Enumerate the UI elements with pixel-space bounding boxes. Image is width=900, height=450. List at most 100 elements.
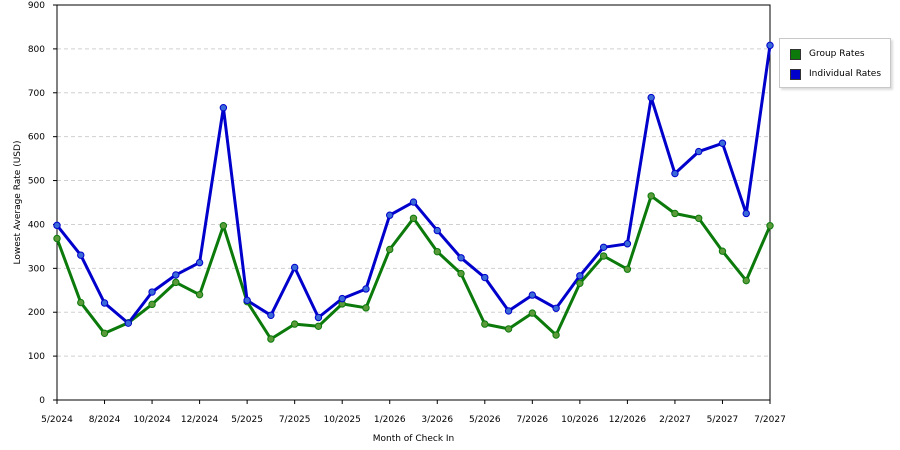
y-tick-label: 0 [39, 396, 45, 406]
y-axis-title: Lowest Average Rate (USD) [13, 141, 23, 265]
data-point-individual-rates [77, 251, 85, 259]
data-point-group-rates [267, 335, 275, 343]
data-point-group-rates [552, 331, 560, 339]
data-point-individual-rates [338, 294, 346, 303]
y-tick-label: 400 [28, 220, 45, 230]
data-point-group-rates [100, 329, 109, 337]
data-point-individual-rates [481, 273, 489, 282]
data-point-group-rates [623, 265, 632, 273]
data-point-group-rates [647, 192, 655, 200]
data-point-group-rates [695, 214, 703, 223]
x-tick-label: 2/2027 [659, 415, 691, 425]
data-point-individual-rates [362, 285, 370, 293]
data-point-individual-rates [742, 209, 750, 218]
x-tick-label: 1/2026 [374, 415, 406, 425]
data-point-group-rates [576, 279, 584, 287]
data-point-individual-rates [695, 147, 703, 156]
data-point-individual-rates [576, 272, 584, 280]
data-point-individual-rates [623, 240, 632, 248]
legend-swatch-individual-rates [790, 68, 801, 80]
series-lines [53, 41, 774, 343]
data-point-individual-rates [195, 258, 204, 267]
x-tick-label: 10/2026 [561, 415, 599, 425]
data-point-group-rates [362, 304, 370, 312]
data-point-individual-rates [386, 211, 394, 219]
data-point-individual-rates [599, 243, 608, 251]
data-point-group-rates [742, 276, 750, 285]
x-tick-label: 10/2025 [324, 415, 361, 425]
data-point-group-rates [148, 300, 156, 309]
data-point-individual-rates [290, 263, 299, 272]
x-tick-label: 5/2026 [469, 415, 501, 425]
data-point-group-rates [457, 269, 465, 278]
data-point-individual-rates [718, 139, 727, 147]
data-point-individual-rates [766, 41, 774, 50]
data-point-group-rates [433, 247, 441, 256]
data-point-individual-rates [100, 299, 109, 307]
y-tick-label: 100 [28, 352, 45, 362]
legend-item-group-rates: Group Rates [790, 48, 865, 60]
y-tick-label: 500 [28, 177, 45, 187]
data-point-individual-rates [219, 104, 228, 112]
data-point-group-rates [409, 214, 418, 223]
y-tick-label: 700 [28, 89, 45, 99]
legend-label-individual-rates: Individual Rates [809, 69, 882, 79]
legend-label-group-rates: Group Rates [809, 49, 865, 59]
x-tick-label: 12/2024 [181, 415, 219, 425]
data-point-individual-rates [552, 304, 560, 312]
y-tick-label: 900 [28, 1, 45, 11]
x-tick-label: 5/2024 [41, 415, 73, 425]
data-point-group-rates [481, 320, 489, 328]
data-point-group-rates [504, 325, 513, 333]
x-tick-label: 5/2027 [707, 415, 739, 425]
data-point-individual-rates [647, 93, 655, 102]
data-point-individual-rates [148, 288, 156, 296]
data-point-individual-rates [243, 296, 251, 305]
data-point-group-rates [172, 278, 180, 287]
data-point-individual-rates [124, 319, 133, 327]
data-point-individual-rates [267, 311, 275, 319]
data-point-individual-rates [409, 198, 418, 206]
legend-swatch-group-rates [790, 48, 801, 60]
y-tick-label: 200 [28, 308, 45, 318]
data-point-individual-rates [457, 254, 465, 262]
x-axis-title: Month of Check In [373, 434, 455, 444]
data-point-group-rates [77, 298, 85, 307]
x-tick-label: 8/2024 [89, 415, 121, 425]
y-tick-label: 300 [28, 264, 45, 274]
x-tick-label: 7/2026 [516, 415, 548, 425]
legend: Group Rates Individual Rates [779, 38, 891, 88]
data-point-group-rates [290, 320, 299, 328]
series-line-individual-rates [55, 45, 772, 325]
data-point-group-rates [599, 252, 608, 260]
data-point-individual-rates [528, 291, 537, 299]
data-point-individual-rates [433, 226, 441, 235]
data-point-group-rates [718, 247, 727, 255]
x-tick-label: 12/2026 [609, 415, 647, 425]
data-point-group-rates [671, 209, 679, 218]
x-tick-label: 5/2025 [231, 415, 263, 425]
data-point-group-rates [528, 309, 537, 317]
data-point-group-rates [53, 234, 61, 243]
data-point-group-rates [766, 222, 774, 230]
plot-area [56, 4, 771, 401]
x-tick-label: 10/2024 [133, 415, 171, 425]
x-axis: 5/2024 8/2024 10/2024 12/2024 5/2025 7/2025 10… [41, 400, 786, 425]
legend-item-individual-rates: Individual Rates [790, 68, 881, 80]
y-tick-label: 600 [28, 133, 45, 143]
data-point-individual-rates [314, 313, 323, 322]
data-point-individual-rates [671, 169, 679, 178]
data-point-individual-rates [504, 307, 513, 315]
data-point-group-rates [386, 245, 394, 254]
y-axis: 0 100 200 300 400 500 600 700 800 900 [28, 1, 57, 406]
x-tick-label: 7/2025 [279, 415, 311, 425]
data-point-group-rates [219, 222, 228, 230]
y-tick-label: 800 [28, 45, 45, 55]
x-tick-label: 3/2026 [421, 415, 453, 425]
data-point-individual-rates [172, 271, 180, 279]
data-point-group-rates [195, 290, 204, 299]
data-point-group-rates [314, 322, 323, 330]
x-tick-label: 7/2027 [754, 415, 786, 425]
data-point-individual-rates [53, 221, 61, 230]
